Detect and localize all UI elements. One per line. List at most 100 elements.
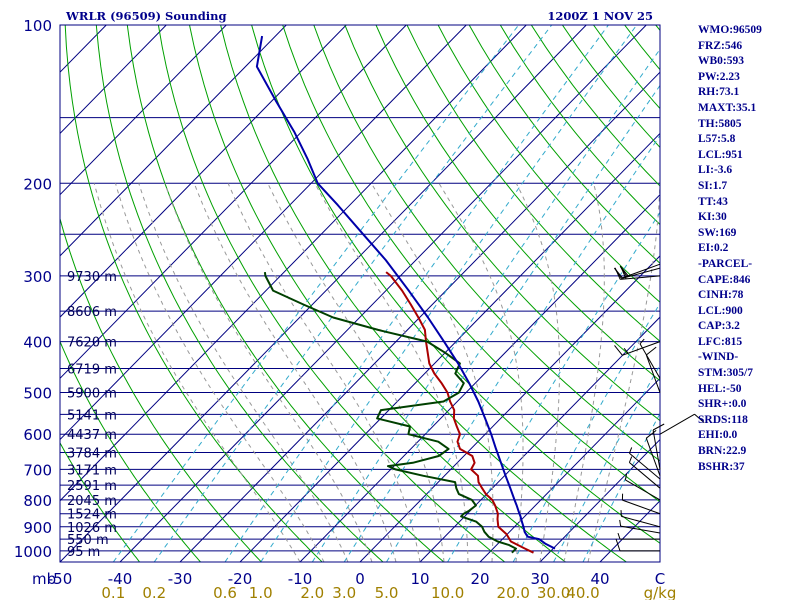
wind-barb-staff bbox=[622, 263, 661, 279]
dry-adiabat-line bbox=[95, 25, 384, 562]
dry-adiabat-line bbox=[375, 25, 660, 382]
isotherm-line bbox=[60, 25, 287, 257]
isotherm-line bbox=[60, 25, 527, 502]
wind-barb-staff bbox=[659, 413, 695, 435]
dry-adiabat-line bbox=[344, 25, 660, 422]
sounding-index-item: CAPE:846 bbox=[698, 273, 751, 286]
sounding-index-item: TH:5805 bbox=[698, 117, 742, 130]
pressure-tick-label: 700 bbox=[23, 461, 52, 479]
height-label: 6719 m bbox=[67, 362, 117, 377]
mixing-ratio-line bbox=[582, 412, 660, 562]
wind-barb-flag bbox=[619, 265, 629, 277]
dry-adiabat-line bbox=[220, 25, 627, 562]
sounding-index-item: WB0:593 bbox=[698, 55, 744, 68]
sounding-index-item: STM:305/7 bbox=[698, 367, 753, 380]
wind-barb-flag bbox=[645, 346, 657, 356]
dry-adiabat-line bbox=[406, 25, 660, 343]
sounding-index-item: BSHR:37 bbox=[698, 460, 745, 473]
dry-adiabat-line bbox=[64, 25, 323, 562]
height-label: 4437 m bbox=[67, 428, 117, 443]
wind-barb-staff bbox=[621, 515, 661, 528]
temperature-tick-label: 30 bbox=[530, 570, 549, 588]
pressure-tick-label: 900 bbox=[23, 519, 52, 537]
isotherm-line bbox=[60, 25, 347, 318]
moist-adiabat-line bbox=[115, 183, 325, 562]
isotherm-line bbox=[359, 255, 660, 562]
dry-adiabat-line bbox=[157, 25, 506, 562]
mixing-ratio-line bbox=[553, 363, 660, 562]
temperature-tick-label: -20 bbox=[228, 570, 253, 588]
wind-barb-flag bbox=[645, 430, 657, 439]
sounding-index-item: FRZ:546 bbox=[698, 39, 743, 52]
sounding-index-item: KI:30 bbox=[698, 211, 727, 224]
wind-barb-staff bbox=[639, 343, 661, 379]
height-label: 2591 m bbox=[67, 479, 117, 494]
temperature-tick-label: -30 bbox=[168, 570, 193, 588]
pressure-tick-label: 1000 bbox=[14, 543, 52, 561]
wind-barb-staff bbox=[645, 354, 661, 393]
dry-adiabat-line bbox=[468, 25, 660, 264]
isotherm-line bbox=[419, 316, 660, 562]
mixing-ratio-label: 3.0 bbox=[332, 584, 356, 600]
temperature-trace bbox=[385, 271, 534, 554]
wind-barb-flag bbox=[619, 266, 628, 278]
sounding-traces bbox=[255, 35, 556, 554]
mixing-ratio-line bbox=[153, 25, 553, 562]
height-label: 5900 m bbox=[67, 387, 117, 402]
sounding-index-item: LI:-3.6 bbox=[698, 164, 733, 177]
valid-time: 1200Z 1 NOV 25 bbox=[547, 9, 653, 23]
isotherm-line bbox=[60, 25, 227, 196]
wind-barb-flag bbox=[614, 267, 623, 279]
background-grid bbox=[60, 25, 800, 562]
wind-barbs bbox=[613, 263, 705, 552]
height-label: 550 m bbox=[67, 533, 109, 548]
wind-barb-flag bbox=[615, 538, 621, 552]
wind-barb-flag bbox=[694, 413, 705, 423]
moist-adiabat-line bbox=[193, 183, 397, 562]
dry-adiabat-line bbox=[126, 25, 445, 562]
wind-barb-staff bbox=[629, 462, 661, 489]
moist-adiabat-line bbox=[267, 183, 445, 562]
mixing-ratio-label: 40.0 bbox=[566, 584, 599, 600]
wind-barb-half-flag bbox=[619, 519, 622, 527]
mixing-ratio-label: 10.0 bbox=[431, 584, 464, 600]
moist-adiabat-line bbox=[370, 183, 494, 562]
sounding-index-item: MAXT:35.1 bbox=[698, 101, 757, 114]
isotherm-line bbox=[539, 438, 660, 562]
height-label: 2045 m bbox=[67, 494, 117, 509]
wind-barb-half-flag bbox=[624, 473, 628, 480]
mixing-ratio-line bbox=[343, 84, 660, 562]
dry-adiabat-line bbox=[780, 25, 800, 562]
parcel-trace bbox=[255, 35, 556, 550]
dry-adiabat-line bbox=[60, 216, 262, 562]
wind-barb-staff bbox=[622, 341, 661, 356]
sounding-index-item: EI:0.2 bbox=[698, 242, 729, 255]
pressure-unit-label: mb bbox=[32, 570, 56, 588]
dry-adiabat-line bbox=[60, 441, 140, 562]
wind-barb-staff bbox=[629, 452, 661, 480]
moist-adiabat-line bbox=[164, 183, 373, 562]
sounding-index-item: L57:5.8 bbox=[698, 133, 736, 146]
dry-adiabat-line bbox=[437, 25, 660, 303]
mixing-ratio-label: 5.0 bbox=[375, 584, 399, 600]
wind-barb-staff bbox=[620, 525, 661, 534]
moist-adiabat-line bbox=[563, 183, 605, 562]
wind-barb-half-flag bbox=[628, 447, 633, 454]
sounding-index-item: PW:2.23 bbox=[698, 70, 740, 83]
wind-barb-half-flag bbox=[623, 347, 629, 354]
temperature-tick-label: 0 bbox=[355, 570, 365, 588]
height-label: 1524 m bbox=[67, 508, 117, 523]
isotherm-line bbox=[60, 25, 167, 135]
wind-barb-staff bbox=[622, 499, 661, 515]
mixing-ratio-label: 1.0 bbox=[249, 584, 273, 600]
wind-barb-staff bbox=[620, 275, 661, 280]
sounding-index-item: RH:73.1 bbox=[698, 86, 740, 99]
sounding-index-item: LFC:815 bbox=[698, 335, 743, 348]
sounding-index-item: EHI:0.0 bbox=[698, 429, 738, 442]
height-label: 3784 m bbox=[67, 446, 117, 461]
wind-barb-half-flag bbox=[617, 532, 621, 540]
mixing-ratio-label: 30.0 bbox=[537, 584, 570, 600]
sounding-index-item: -PARCEL- bbox=[698, 257, 753, 270]
dry-adiabat-line bbox=[60, 340, 201, 562]
